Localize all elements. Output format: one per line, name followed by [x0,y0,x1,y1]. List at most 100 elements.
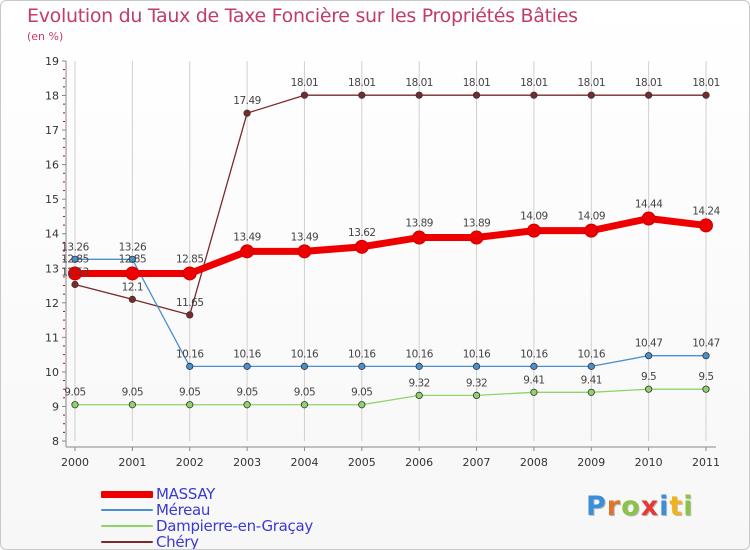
data-label-massay: 13.49 [233,231,261,243]
logo-letter: o [621,491,641,522]
y-tick-label: 17 [45,124,59,137]
data-label-m-reau: 10.16 [176,348,204,360]
data-point-dampierre-en-gra-ay [702,385,710,393]
data-point-ch-ry [472,91,481,99]
data-point-ch-ry [300,91,309,99]
series-line-m-reau [74,258,707,368]
data-label-m-reau: 10.16 [348,348,376,360]
data-point-dampierre-en-gra-ay [645,385,653,393]
y-tick-label: 19 [45,55,59,68]
data-point-massay [182,266,197,281]
data-label-m-reau: 10.16 [405,348,433,360]
y-tick-label: 13 [45,262,59,275]
data-label-m-reau: 10.16 [520,348,548,360]
data-label-m-reau: 10.47 [635,338,663,350]
data-label-massay: 13.62 [348,227,376,239]
data-label-dampierre-en-gra-ay: 9.05 [351,387,372,399]
data-point-m-reau [243,362,251,370]
data-point-ch-ry [530,91,538,99]
series-line-massay [71,215,710,277]
data-point-ch-ry [128,295,136,303]
data-point-ch-ry [186,311,194,319]
x-tick-label: 2005 [348,456,376,469]
x-tick-label: 2000 [61,456,89,469]
legend-label: Méreau [156,501,211,519]
x-tick-label: 2001 [118,456,146,469]
series-line-dampierre-en-gra-ay [74,388,707,406]
data-point-massay [354,239,369,254]
data-point-dampierre-en-gra-ay [587,388,595,396]
x-tick-label: 2010 [635,456,663,469]
data-point-dampierre-en-gra-ay [415,391,423,399]
proxiti-logo[interactable]: Proxiti [586,491,694,522]
data-point-m-reau [128,255,136,263]
logo-letter: x [640,491,660,522]
data-point-m-reau [645,352,653,360]
data-point-ch-ry [587,91,595,99]
data-label-dampierre-en-gra-ay: 9.41 [581,374,602,386]
data-label-m-reau: 13.26 [119,241,147,253]
data-point-dampierre-en-gra-ay [300,401,309,409]
data-point-ch-ry [358,91,366,99]
data-label-ch-ry: 12.1 [122,281,143,293]
data-label-massay: 12.85 [119,253,147,265]
data-label-ch-ry: 18.01 [463,77,491,89]
data-point-dampierre-en-gra-ay [71,401,79,409]
data-point-ch-ry [415,91,423,99]
data-label-m-reau: 10.16 [233,348,261,360]
data-point-m-reau [530,362,538,370]
legend-label: Chéry [156,533,199,550]
data-label-ch-ry: 18.01 [635,77,663,89]
y-tick-label: 9 [52,400,59,413]
data-label-dampierre-en-gra-ay: 9.05 [122,387,143,399]
x-tick-label: 2008 [520,456,548,469]
data-label-massay: 14.24 [692,205,720,217]
data-point-massay [469,230,484,245]
data-label-dampierre-en-gra-ay: 9.41 [523,374,544,386]
data-label-dampierre-en-gra-ay: 9.5 [698,371,713,383]
legend-label: Dampierre-en-Graçay [156,517,313,535]
y-tick-label: 18 [45,90,59,103]
chart-title: Evolution du Taux de Taxe Foncière sur l… [27,5,578,27]
data-label-dampierre-en-gra-ay: 9.32 [466,377,487,389]
data-label-ch-ry: 18.01 [692,77,720,89]
data-point-massay [641,211,656,226]
data-point-massay [584,223,599,238]
data-point-ch-ry [645,91,653,99]
data-label-ch-ry: 18.01 [520,77,548,89]
data-label-dampierre-en-gra-ay: 9.05 [236,387,257,399]
data-label-dampierre-en-gra-ay: 9.5 [641,371,656,383]
y-tick-label: 8 [52,435,59,448]
data-point-massay [68,266,82,281]
legend-swatch [101,525,153,527]
data-point-m-reau [702,352,710,360]
data-label-m-reau: 10.47 [692,338,720,350]
data-point-m-reau [587,362,595,370]
data-point-dampierre-en-gra-ay [530,388,538,396]
data-label-m-reau: 10.16 [291,348,319,360]
y-tick-label: 16 [45,159,59,172]
data-point-massay [125,266,140,281]
data-label-ch-ry: 18.01 [405,77,433,89]
data-point-dampierre-en-gra-ay [128,401,136,409]
x-tick-label: 2003 [233,456,261,469]
logo-letter: t [669,491,684,522]
data-label-massay: 13.89 [463,218,491,230]
data-point-ch-ry [243,109,251,117]
data-point-dampierre-en-gra-ay [186,401,194,409]
x-tick-label: 2007 [463,456,491,469]
data-label-dampierre-en-gra-ay: 9.05 [294,387,315,399]
x-tick-label: 2002 [176,456,204,469]
data-point-ch-ry [702,91,710,99]
data-label-ch-ry: 18.01 [577,77,605,89]
data-point-massay [297,244,312,259]
legend-swatch [101,490,153,498]
logo-letter: r [606,491,622,522]
series-line-ch-ry [74,94,707,316]
data-point-massay [412,230,427,245]
y-tick-label: 15 [45,193,59,206]
data-point-dampierre-en-gra-ay [358,401,366,409]
logo-letter: i [659,491,670,522]
